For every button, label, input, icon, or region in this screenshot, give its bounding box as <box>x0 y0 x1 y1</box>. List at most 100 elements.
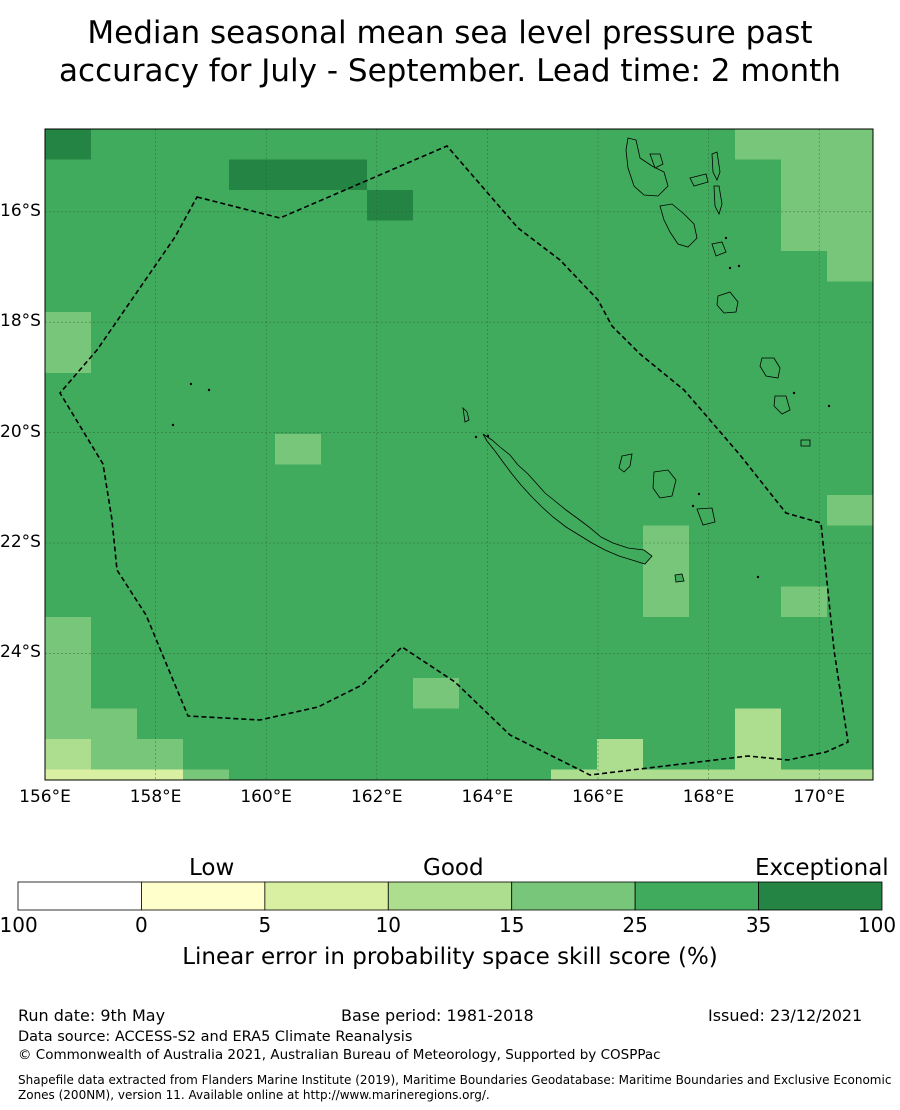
copyright: © Commonwealth of Australia 2021, Austra… <box>18 1047 661 1063</box>
skill-cell <box>551 281 598 313</box>
skill-cell <box>367 220 414 252</box>
skill-cell <box>597 342 644 374</box>
skill-cell <box>413 586 460 618</box>
skill-cell <box>597 373 644 404</box>
skill-cell <box>459 617 506 648</box>
skill-cell <box>229 769 276 781</box>
skill-cell <box>505 708 552 740</box>
skill-cell <box>551 159 598 191</box>
skill-cell <box>597 220 644 252</box>
skill-cell <box>551 342 598 374</box>
skill-cell <box>781 373 828 404</box>
skill-cell <box>689 556 736 587</box>
longitude-tick-label: 158°E <box>129 787 182 807</box>
skill-cell <box>183 129 230 160</box>
skill-cell <box>643 586 690 618</box>
skill-cell <box>45 525 92 557</box>
skill-cell <box>183 525 230 557</box>
skill-cell <box>275 586 322 618</box>
skill-cell <box>45 708 92 740</box>
skill-cell <box>137 769 184 781</box>
skill-cell <box>735 617 782 648</box>
skill-cell <box>827 220 874 252</box>
skill-cell <box>229 647 276 679</box>
skill-cell <box>275 129 322 160</box>
skill-cell <box>45 342 92 374</box>
skill-cell <box>275 617 322 648</box>
skill-cell <box>321 647 368 679</box>
skill-cell <box>229 251 276 282</box>
skill-cell <box>505 678 552 709</box>
skill-cell <box>735 556 782 587</box>
skill-cell <box>183 586 230 618</box>
skill-cell <box>689 434 736 465</box>
skill-cell <box>275 281 322 313</box>
skill-cell <box>459 525 506 557</box>
skill-cell <box>137 464 184 496</box>
skill-cell <box>735 403 782 435</box>
skill-cell <box>643 617 690 648</box>
skill-cell <box>505 403 552 435</box>
skill-cell <box>735 281 782 313</box>
skill-cell <box>597 586 644 618</box>
skill-cell <box>643 678 690 709</box>
skill-cell <box>183 769 230 781</box>
islands <box>462 137 811 583</box>
skill-cell <box>689 769 736 781</box>
skill-cell <box>597 464 644 496</box>
skill-cell <box>459 495 506 526</box>
skill-grid-cells <box>45 129 874 781</box>
skill-cell <box>827 129 874 160</box>
skill-cell <box>735 129 782 160</box>
skill-cell <box>183 281 230 313</box>
skill-cell <box>275 769 322 781</box>
skill-cell <box>91 556 138 587</box>
skill-cell <box>275 403 322 435</box>
skill-cell <box>459 342 506 374</box>
skill-cell <box>229 556 276 587</box>
skill-cell <box>505 190 552 221</box>
skill-cell <box>367 769 414 781</box>
skill-cell <box>367 739 414 770</box>
skill-cell <box>413 708 460 740</box>
colorbar-label: Linear error in probability space skill … <box>182 944 718 970</box>
latitude-tick-label: 18°S <box>0 311 41 332</box>
skill-cell <box>45 251 92 282</box>
skill-cell <box>45 403 92 435</box>
skill-cell <box>597 708 644 740</box>
skill-cell <box>413 556 460 587</box>
skill-cell <box>827 708 874 740</box>
skill-cell <box>459 281 506 313</box>
skill-cell <box>689 586 736 618</box>
skill-cell <box>781 739 828 770</box>
islet <box>189 382 193 386</box>
skill-cell <box>505 342 552 374</box>
skill-cell <box>367 678 414 709</box>
skill-cell <box>321 251 368 282</box>
islet <box>474 435 478 439</box>
skill-cell <box>413 220 460 252</box>
skill-cell <box>505 739 552 770</box>
skill-cell <box>643 708 690 740</box>
skill-cell <box>45 373 92 404</box>
skill-cell <box>505 159 552 191</box>
skill-cell <box>505 373 552 404</box>
skill-cell <box>137 708 184 740</box>
skill-cell <box>45 556 92 587</box>
base-period: Base period: 1981-2018 <box>341 1006 534 1025</box>
skill-cell <box>781 464 828 496</box>
skill-cell <box>413 281 460 313</box>
skill-cell <box>229 586 276 618</box>
skill-cell <box>827 342 874 374</box>
skill-cell <box>643 647 690 679</box>
skill-cell <box>367 586 414 618</box>
skill-cell <box>45 220 92 252</box>
skill-cell <box>505 586 552 618</box>
skill-cell <box>229 708 276 740</box>
colorbar-tick-label: 100 <box>857 913 897 937</box>
longitude-tick-label: 166°E <box>572 787 624 807</box>
islet <box>697 492 701 496</box>
skill-cell <box>91 342 138 374</box>
skill-cell <box>413 190 460 221</box>
skill-cell <box>735 312 782 343</box>
